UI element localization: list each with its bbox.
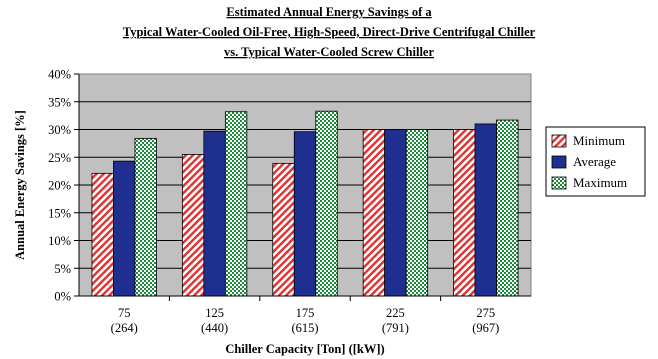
chart-title-line-1: Estimated Annual Energy Savings of a <box>226 5 432 19</box>
bar-minimum-275 <box>453 129 476 297</box>
legend-label-maximum: Maximum <box>573 175 627 190</box>
y-tick-label-0: 0% <box>54 290 71 304</box>
bar-minimum-75 <box>91 172 114 297</box>
bars <box>91 110 519 297</box>
y-tick-label-10: 10% <box>48 234 71 248</box>
legend-label-average: Average <box>573 154 616 169</box>
bar-maximum-225 <box>405 129 429 297</box>
legend-swatch-maximum <box>551 176 567 190</box>
y-tick-label-30: 30% <box>48 123 71 137</box>
legend-swatch-minimum <box>551 134 567 148</box>
bar-maximum-125 <box>224 111 248 297</box>
y-tick-label-20: 20% <box>48 179 71 193</box>
bar-average-125 <box>203 130 226 297</box>
x-tick-label-ton-125: 125 <box>205 306 224 320</box>
bar-average-225 <box>384 129 407 297</box>
y-tick-label-40: 40% <box>48 68 71 82</box>
x-axis-label: Chiller Capacity [Ton] ([kW]) <box>225 342 384 356</box>
y-axis: 0% 5% 10% 15% 20% 25% 30% 35% 40% <box>48 68 80 304</box>
x-tick-label-kw-75: (264) <box>111 321 138 335</box>
y-tick-label-15: 15% <box>48 206 71 220</box>
bar-maximum-175 <box>315 110 338 297</box>
bar-maximum-275 <box>496 119 519 297</box>
x-tick-label-kw-225: (791) <box>382 321 409 335</box>
legend: Minimum Average Maximum <box>545 126 646 197</box>
bar-average-175 <box>293 131 317 297</box>
chart-title-line-3: vs. Typical Water-Cooled Screw Chiller <box>224 45 435 59</box>
x-tick-label-ton-225: 225 <box>386 306 405 320</box>
bar-maximum-75 <box>134 137 157 297</box>
x-axis: 75(264) 125(440) 175(615) 225(791) 275(967) <box>79 295 531 335</box>
bar-minimum-225 <box>362 129 386 297</box>
bar-average-75 <box>113 160 136 297</box>
x-tick-label-kw-125: (440) <box>201 321 228 335</box>
chart-title: Estimated Annual Energy Savings of a Typ… <box>123 5 536 59</box>
y-axis-label: Annual Energy Savings [%] <box>13 110 27 260</box>
x-tick-label-ton-75: 75 <box>118 306 131 320</box>
x-tick-label-ton-175: 175 <box>296 306 315 320</box>
x-tick-label-kw-175: (615) <box>291 321 318 335</box>
bar-average-275 <box>474 123 497 297</box>
x-tick-label-ton-275: 275 <box>476 306 495 320</box>
y-tick-label-5: 5% <box>54 262 71 276</box>
legend-label-minimum: Minimum <box>573 133 625 148</box>
x-tick-label-kw-275: (967) <box>472 321 499 335</box>
y-tick-label-25: 25% <box>48 151 71 165</box>
bar-minimum-175 <box>272 162 295 297</box>
legend-swatch-average <box>551 155 567 169</box>
bar-minimum-125 <box>181 154 205 297</box>
chart-title-line-2: Typical Water-Cooled Oil-Free, High-Spee… <box>123 25 536 39</box>
y-tick-label-35: 35% <box>48 95 71 109</box>
